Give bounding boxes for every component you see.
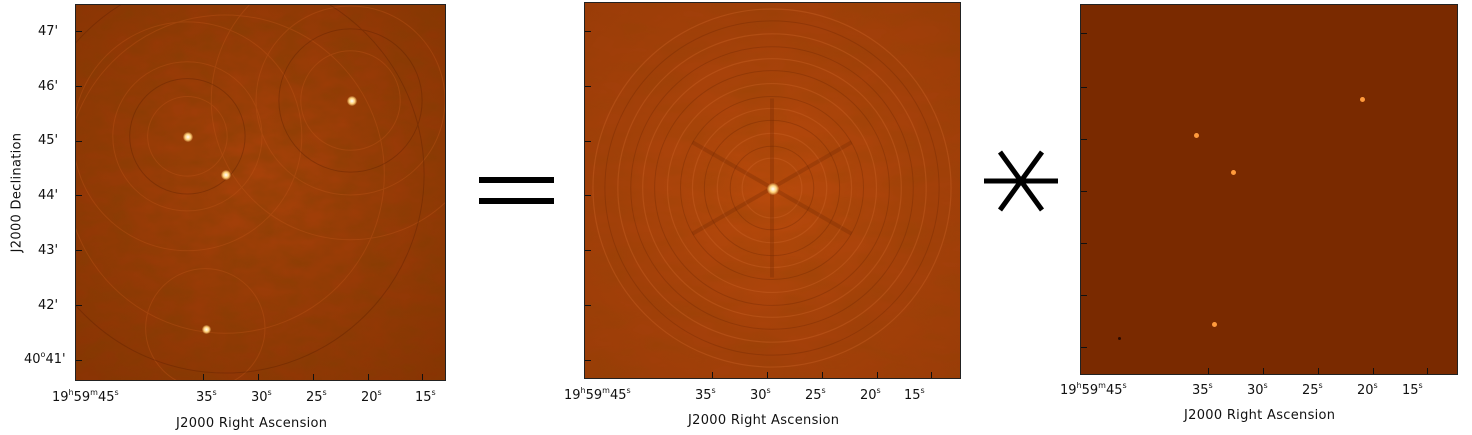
tick: [585, 86, 591, 87]
ytick-46: 46': [38, 79, 59, 94]
tick: [258, 374, 259, 380]
tick: [76, 31, 82, 32]
tick: [1427, 368, 1428, 374]
xtick-20-3: 20s: [1357, 381, 1378, 398]
xtick-35-2: 35s: [695, 386, 716, 403]
tick: [76, 86, 82, 87]
model-source-1: [1194, 133, 1199, 138]
tick: [368, 374, 369, 380]
tick: [1081, 139, 1087, 140]
xtick-15-3: 15s: [1402, 381, 1423, 398]
tick: [585, 195, 591, 196]
model-source-4: [1212, 322, 1217, 327]
source-3: [347, 96, 357, 106]
dirty-image-panel: [75, 4, 446, 381]
xtick-30-3: 30s: [1247, 381, 1268, 398]
tick: [585, 360, 591, 361]
tick: [1081, 191, 1087, 192]
tick: [712, 372, 713, 378]
tick: [1081, 347, 1087, 348]
xtick-25-1: 25s: [306, 388, 327, 405]
xtick-20-1: 20s: [361, 388, 382, 405]
tick: [1081, 33, 1087, 34]
tick: [1373, 368, 1374, 374]
tick: [1081, 87, 1087, 88]
tick: [313, 374, 314, 380]
tick: [585, 31, 591, 32]
dirty-image-texture: [76, 5, 445, 380]
ytick-42: 42': [38, 298, 59, 313]
ytick-47: 47': [38, 24, 59, 39]
y-axis-label: J2000 Declination: [9, 132, 25, 253]
tick: [1263, 368, 1264, 374]
tick: [877, 372, 878, 378]
xtick-20-2: 20s: [860, 386, 881, 403]
tick: [1318, 368, 1319, 374]
ytick-43: 43': [38, 243, 59, 258]
psf-panel: [584, 2, 961, 379]
convolution-operator: [984, 150, 1058, 212]
xtick-35-3: 35s: [1192, 381, 1213, 398]
tick: [822, 372, 823, 378]
xtick-15-2: 15s: [904, 386, 925, 403]
tick: [76, 141, 82, 142]
x-axis-label-2: J2000 Right Ascension: [688, 413, 840, 428]
tick: [76, 360, 82, 361]
sky-model-panel: [1080, 4, 1458, 375]
tick: [76, 195, 82, 196]
xtick-35-1: 35s: [196, 388, 217, 405]
tick: [585, 141, 591, 142]
model-source-5: [1118, 337, 1121, 340]
tick: [767, 372, 768, 378]
xtick-15-1: 15s: [415, 388, 436, 405]
tick: [203, 374, 204, 380]
equals-sign-bottom: [479, 198, 554, 204]
x-axis-label-3: J2000 Right Ascension: [1184, 408, 1336, 423]
ytick-44: 44': [38, 188, 59, 203]
tick: [1081, 243, 1087, 244]
ytick-40-41: 40o41': [24, 350, 66, 367]
ytick-45: 45': [38, 133, 59, 148]
xtick-first-2: 19h59m45s: [564, 386, 631, 403]
xtick-30-2: 30s: [750, 386, 771, 403]
source-1: [183, 132, 193, 142]
xtick-25-2: 25s: [805, 386, 826, 403]
xtick-first-1: 19h59m45s: [52, 388, 119, 405]
tick: [1208, 368, 1209, 374]
source-4: [202, 325, 211, 334]
xtick-25-3: 25s: [1302, 381, 1323, 398]
xtick-first-3: 19h59m45s: [1060, 381, 1127, 398]
model-source-2: [1231, 170, 1236, 175]
model-source-3: [1360, 97, 1365, 102]
source-2: [221, 170, 231, 180]
tick: [422, 374, 423, 380]
equals-sign-top: [479, 177, 554, 183]
tick: [76, 305, 82, 306]
tick: [585, 305, 591, 306]
psf-peak: [767, 183, 779, 195]
tick: [585, 250, 591, 251]
tick: [931, 372, 932, 378]
x-axis-label-1: J2000 Right Ascension: [176, 416, 328, 431]
tick: [1081, 295, 1087, 296]
tick: [76, 250, 82, 251]
xtick-30-1: 30s: [251, 388, 272, 405]
